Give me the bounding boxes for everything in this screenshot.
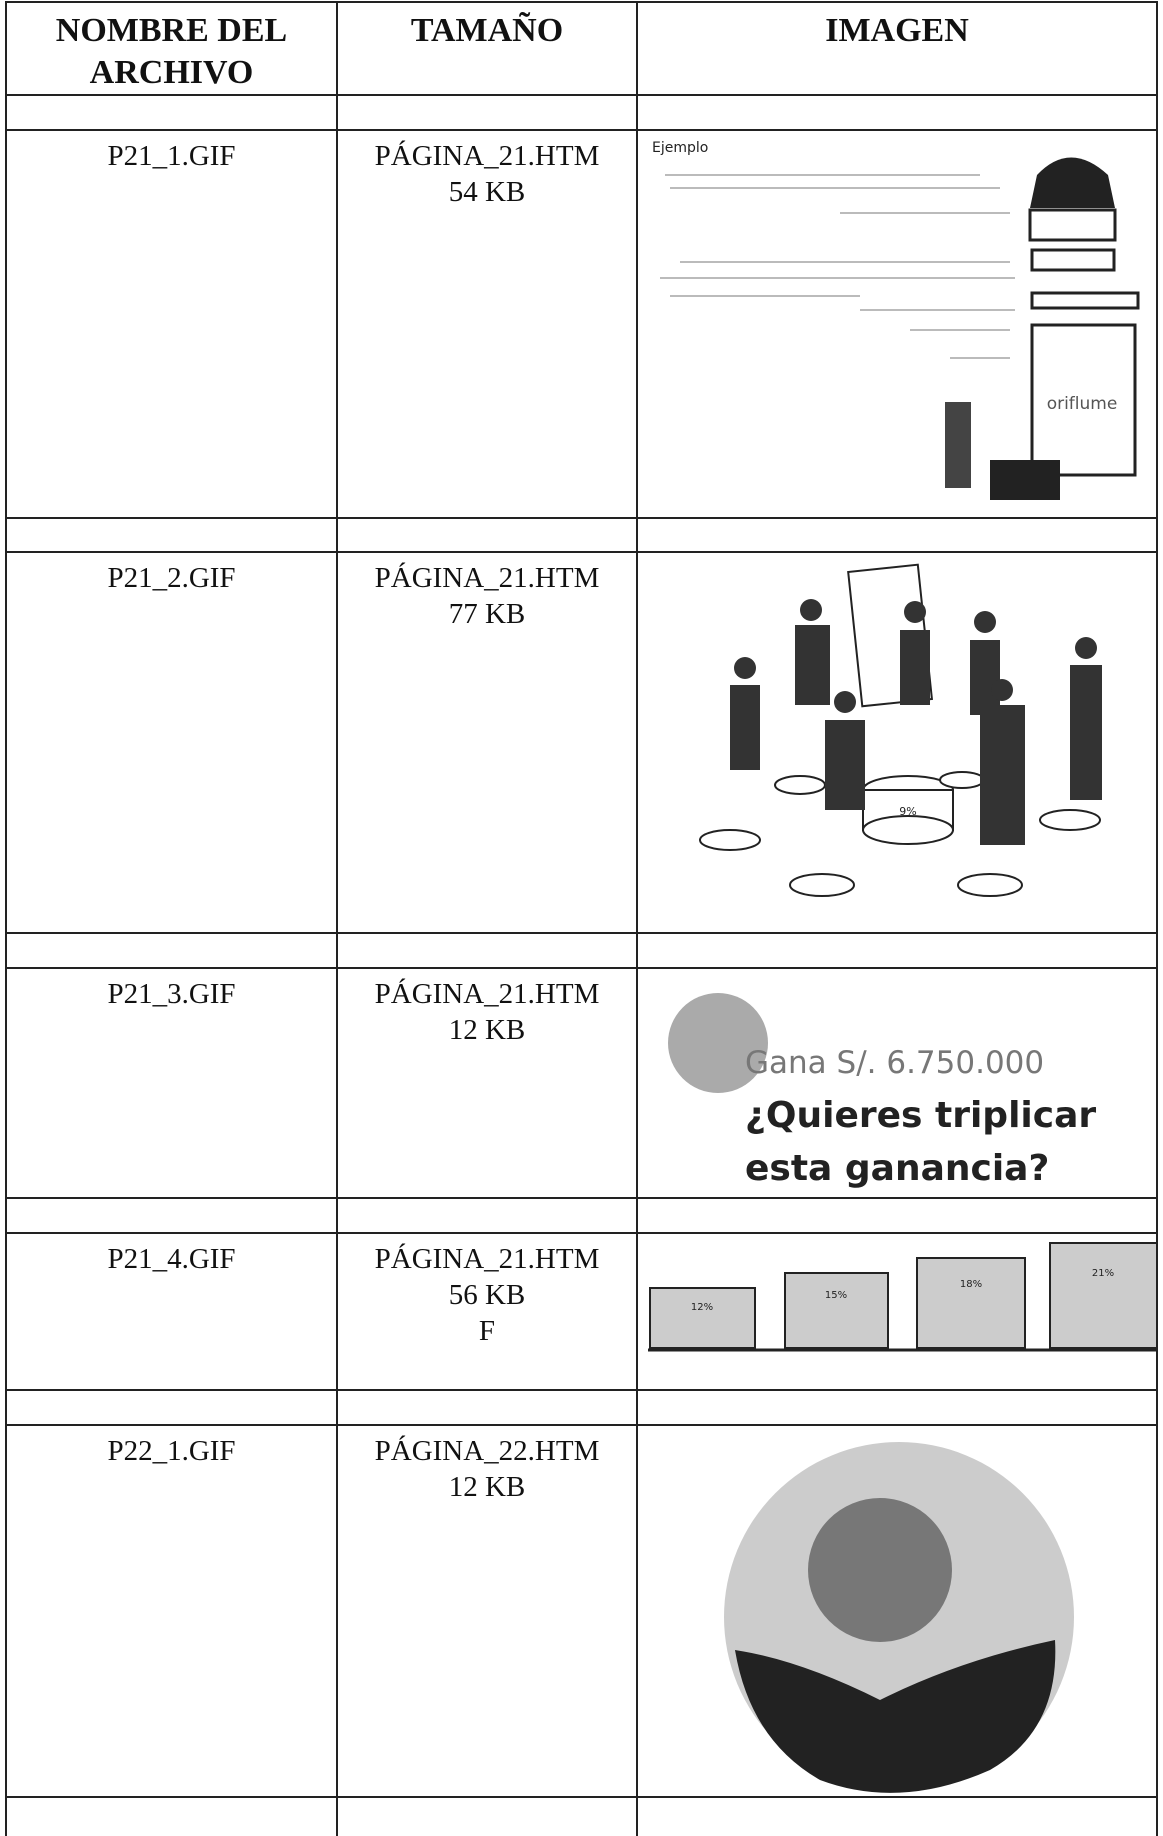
header-cell: TAMAÑO — [410, 12, 564, 49]
image-label: 21% — [1092, 1268, 1114, 1279]
image-line: Gana S/. 6.750.000 — [745, 1045, 1044, 1081]
file-cell: P21_1.GIF — [6, 138, 337, 174]
size-cell: PÁGINA_21.HTM 56 KB F — [337, 1241, 637, 1349]
page-name: PÁGINA_21.HTM — [374, 1243, 600, 1275]
header-cell: IMAGEN — [825, 12, 969, 49]
size-cell: PÁGINA_21.HTM 12 KB — [337, 976, 637, 1048]
size-cell: PÁGINA_22.HTM 12 KB — [337, 1433, 637, 1505]
image-line: ¿Quieres triplicar — [745, 1095, 1096, 1136]
file-name: P21_1.GIF — [107, 140, 236, 172]
note: F — [478, 1315, 496, 1347]
file-name: P21_4.GIF — [107, 1243, 236, 1275]
image-oriflume: Ejemplo oriflume — [652, 140, 1140, 500]
file-size: 12 KB — [448, 1014, 526, 1046]
file-size: 12 KB — [448, 1471, 526, 1503]
file-name: P21_2.GIF — [107, 562, 236, 594]
image-ganancia: Gana S/. 6.750.000 ¿Quieres triplicar es… — [668, 993, 1096, 1189]
table-grid — [5, 1, 1158, 1836]
image-brand: oriflume — [1047, 394, 1118, 414]
image-label: 15% — [825, 1290, 847, 1301]
header-cell: NOMBRE DEL ARCHIVO — [55, 12, 288, 91]
image-people: 9% — [699, 563, 1102, 897]
image-label: 12% — [691, 1302, 713, 1313]
image-label: 9% — [899, 805, 916, 818]
page-name: PÁGINA_21.HTM — [374, 562, 600, 594]
image-caption: Ejemplo — [652, 140, 708, 156]
image-steps: 12% 15% 18% 21% — [648, 1242, 1158, 1352]
image-portrait — [724, 1442, 1074, 1793]
file-cell: P22_1.GIF — [6, 1433, 337, 1469]
file-name: P21_3.GIF — [107, 978, 236, 1010]
file-size: 77 KB — [448, 598, 526, 630]
file-size: 56 KB — [448, 1279, 526, 1311]
image-label: 18% — [960, 1279, 982, 1290]
file-cell: P21_2.GIF — [6, 560, 337, 596]
file-name: P22_1.GIF — [107, 1435, 236, 1467]
size-cell: PÁGINA_21.HTM 54 KB — [337, 138, 637, 210]
file-size: 54 KB — [448, 176, 526, 208]
page-name: PÁGINA_22.HTM — [374, 1435, 600, 1467]
size-cell: PÁGINA_21.HTM 77 KB — [337, 560, 637, 632]
file-cell: P21_3.GIF — [6, 976, 337, 1012]
page-name: PÁGINA_21.HTM — [374, 978, 600, 1010]
image-line: esta ganancia? — [745, 1148, 1049, 1189]
file-cell: P21_4.GIF — [6, 1241, 337, 1277]
page-name: PÁGINA_21.HTM — [374, 140, 600, 172]
